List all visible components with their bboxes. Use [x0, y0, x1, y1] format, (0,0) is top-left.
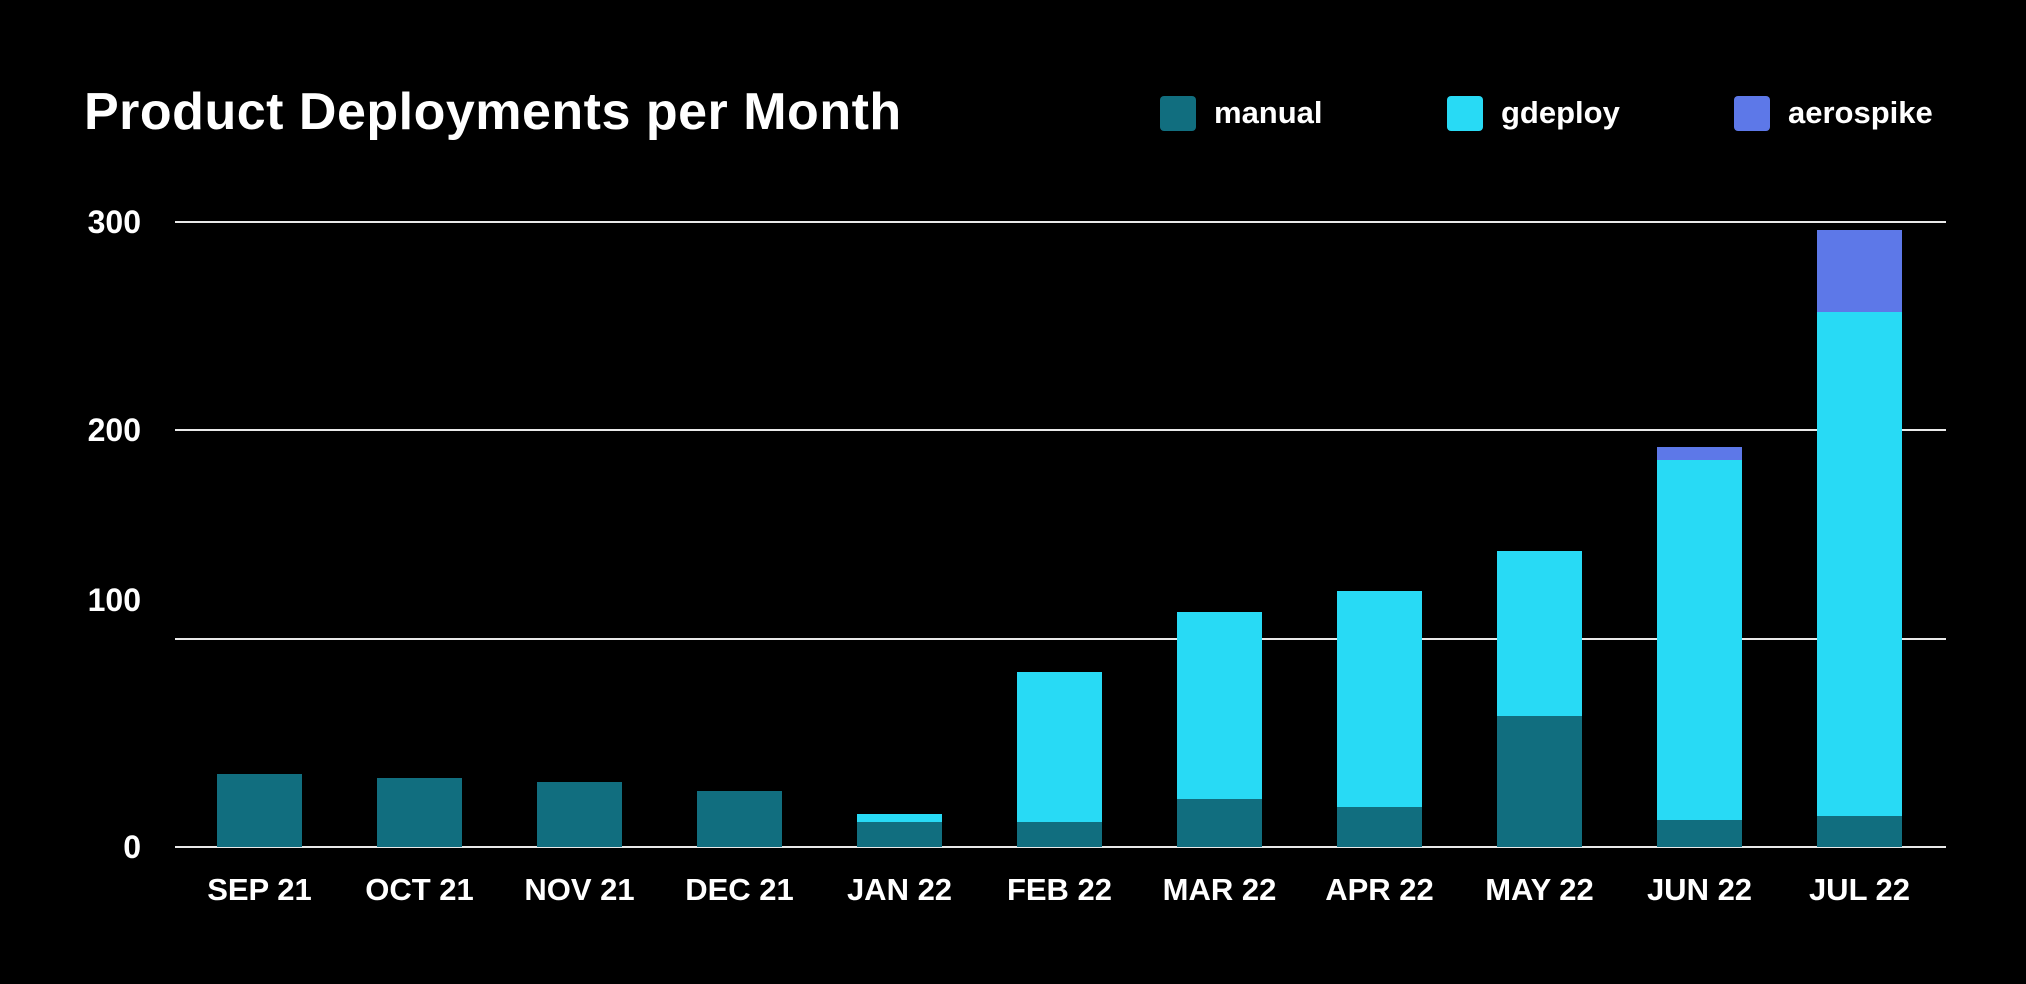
bar-segment-manual [1337, 807, 1422, 847]
x-axis-tick-label: DEC 21 [685, 872, 794, 907]
bar-segment-gdeploy [1017, 672, 1102, 822]
page-title: Product Deployments per Month [84, 83, 902, 141]
bar-segment-manual [537, 782, 622, 847]
x-axis-tick-label: APR 22 [1325, 872, 1434, 907]
bar-nov-21 [537, 222, 622, 847]
bar-segment-aerospike [1657, 447, 1742, 460]
legend-label: gdeploy [1501, 95, 1620, 130]
bar-segment-manual [1017, 822, 1102, 847]
x-axis-tick-label: JUN 22 [1646, 872, 1753, 907]
y-axis-tick-label: 100 [87, 581, 141, 618]
x-axis-tick-label: FEB 22 [1006, 872, 1113, 907]
bar-segment-gdeploy [1817, 311, 1902, 816]
bar-jan-22 [857, 222, 942, 847]
bar-oct-21 [377, 222, 462, 847]
bar-mar-22 [1177, 222, 1262, 847]
x-axis-tick-label: SEP 21 [207, 872, 312, 907]
gridline [175, 846, 1946, 848]
bar-jul-22 [1817, 222, 1902, 847]
bar-segment-gdeploy [857, 813, 942, 822]
x-axis-tick-label: MAR 22 [1162, 872, 1277, 907]
bar-segment-manual [1817, 815, 1902, 847]
bar-segment-manual [1657, 819, 1742, 847]
bar-dec-21 [697, 222, 782, 847]
x-axis-tick-label: NOV 21 [524, 872, 635, 907]
bar-may-22 [1497, 222, 1582, 847]
bar-segment-gdeploy [1497, 551, 1582, 716]
bar-segment-gdeploy [1177, 611, 1262, 800]
bar-segment-manual [377, 778, 462, 847]
bar-jun-22 [1657, 222, 1742, 847]
bar-segment-manual [217, 774, 302, 847]
bar-segment-manual [1177, 799, 1262, 847]
gridline [175, 429, 1946, 432]
bar-segment-gdeploy [1337, 590, 1422, 808]
bar-segment-manual [857, 822, 942, 847]
legend-swatch-manual [1160, 95, 1196, 131]
y-axis-tick-label: 200 [87, 412, 141, 449]
legend-swatch-gdeploy [1447, 95, 1483, 131]
legend-swatch-aerospike [1734, 95, 1770, 131]
gridline [175, 637, 1946, 640]
y-axis-tick-label: 300 [87, 204, 141, 240]
bar-apr-22 [1337, 222, 1422, 847]
plot-area [175, 221, 1946, 848]
y-axis-tick-label: 0 [123, 829, 141, 865]
x-axis-tick-label: MAY 22 [1485, 872, 1594, 907]
gridline [175, 221, 1946, 223]
bar-segment-manual [697, 790, 782, 847]
bar-sep-21 [217, 222, 302, 847]
bar-segment-manual [1497, 715, 1582, 847]
x-axis-tick-label: OCT 21 [365, 872, 474, 907]
legend-item-gdeploy: gdeploy [1447, 95, 1620, 131]
bar-feb-22 [1017, 222, 1102, 847]
legend-item-manual: manual [1160, 95, 1323, 131]
x-axis-tick-label: JAN 22 [846, 872, 953, 907]
legend-item-aerospike: aerospike [1734, 95, 1933, 131]
bar-segment-gdeploy [1657, 459, 1742, 820]
legend-label: manual [1214, 95, 1323, 130]
bar-segment-aerospike [1817, 230, 1902, 312]
legend-label: aerospike [1788, 95, 1933, 130]
x-axis-tick-label: JUL 22 [1808, 872, 1911, 907]
